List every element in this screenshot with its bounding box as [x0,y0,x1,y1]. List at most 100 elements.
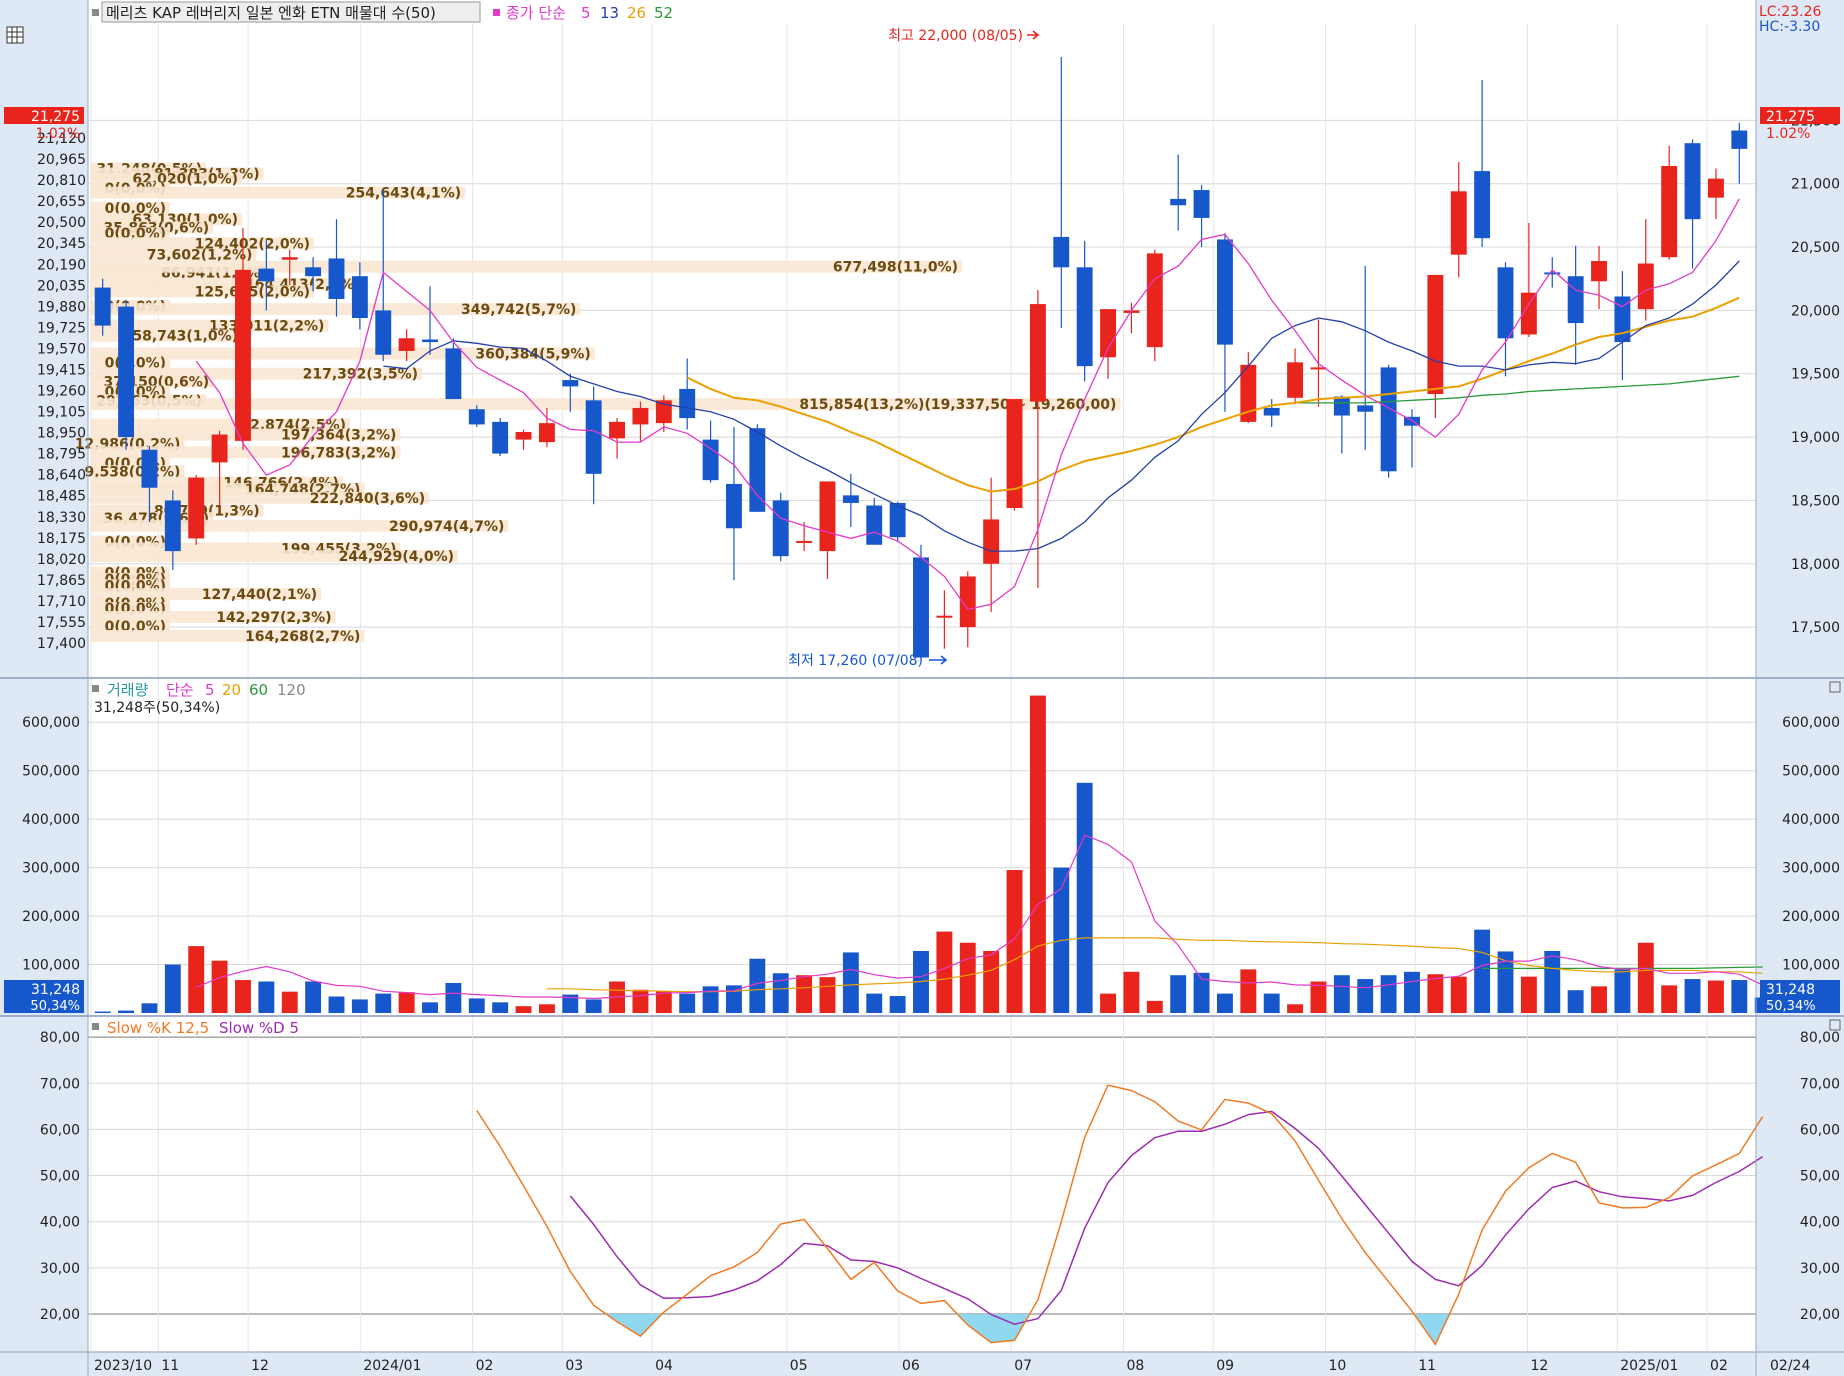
profile-bar [90,550,458,563]
candle-body [468,409,485,425]
volume-bar [1497,951,1514,1013]
price-tick-right: 18,000 [1791,557,1840,573]
profile-bar [90,446,401,459]
profile-label: 164,268(2,7%) [245,629,360,645]
volume-bar [492,1002,509,1013]
stoch-title-d: Slow %D 5 [219,1019,299,1037]
volume-bar [164,964,181,1013]
volume-bar [1380,975,1397,1013]
svg-text:31,248: 31,248 [1766,982,1815,998]
candle-body [398,338,415,351]
profile-bar [90,186,466,199]
volume-tick-right: 600,000 [1782,715,1840,731]
candle-body [1520,292,1537,335]
stoch-panel-toggle-icon[interactable] [92,1023,99,1030]
volume-ma5-line [195,834,1763,1000]
ma-title: 종가 단순 [506,4,566,22]
candle-body [1076,267,1093,367]
profile-bar [90,418,350,431]
profile-label: 196,783(3,2%) [281,445,396,461]
profile-label: 815,854(13,2%)(19,337,50 ~ 19,260,00) [799,397,1116,413]
price-tick-left: 17,400 [37,636,86,652]
current-change-left: 1.02% [36,126,80,142]
candle-body [726,483,742,529]
volume-bar [1146,1000,1163,1013]
volume-bar [1544,950,1561,1013]
profile-bar [90,319,329,332]
grid-menu-icon[interactable] [6,26,24,44]
stoch-oversold-fill [1413,1314,1450,1345]
profile-label: 244,929(4,0%) [339,549,454,565]
volume-bar [1520,976,1537,1013]
stoch-tick-left: 40,00 [40,1215,80,1231]
current-volume-tag-left [4,980,84,997]
chart-title: 메리츠 KAP 레버리지 일본 엔화 ETN 매물대 수(50) [106,4,436,22]
right-axis-stoch [1756,1016,1844,1352]
volume-bar [1123,971,1140,1013]
stoch-tick-right: 20,00 [1800,1307,1840,1323]
volume-bar [94,1011,111,1013]
profile-label: 127,440(2,1%) [202,587,317,603]
axis-labels: 21,50021,00020,50020,00019,50019,00018,5… [22,113,1840,1374]
low-annotation: 최저 17,260 (07/08) [788,653,923,669]
profile-bar [90,347,595,360]
volume-bars [94,695,1771,1013]
stoch-tick-left: 70,00 [40,1076,80,1092]
candle-body [1544,272,1561,275]
profile-bar [90,260,962,273]
volume-bar [141,1003,158,1013]
current-volume-pct-right: 50,34% [1766,999,1816,1014]
profile-label: 73,602(1,2%) [147,248,253,264]
volume-title: 거래량 [107,681,149,699]
volume-tick-right: 200,000 [1782,909,1840,925]
stoch-oversold-fill [957,1314,1030,1343]
hc-label: HC:-3.30 [1759,19,1820,35]
profile-label: 197,364(3,2%) [281,428,396,444]
volume-bar [258,981,275,1013]
ma-period-26: 26 [627,4,646,22]
candle-body [538,423,555,443]
price-tick-right: 20,500 [1791,240,1840,256]
volume-bar [679,993,696,1013]
date-label: 07 [1014,1358,1032,1374]
price-tick-left: 18,175 [37,531,86,547]
price-tick-right: 21,000 [1791,177,1840,193]
current-price-tag-left [4,107,84,124]
price-tick-left: 21,120 [37,131,86,147]
left-axis-volume [0,678,88,1016]
price-tick-right: 19,500 [1791,367,1840,383]
volume-tick-left: 100,000 [22,958,80,974]
candle-body [1006,399,1023,509]
volume-ma20-line [546,937,1763,993]
volume-bar [655,991,672,1013]
volume-bar [118,1010,135,1013]
price-tick-left: 20,810 [37,173,86,189]
volume-collapse-icon[interactable] [1829,681,1841,693]
volume-bar [1216,993,1233,1013]
candle-body [1146,253,1163,348]
date-label: 2025/01 [1620,1358,1678,1374]
candle-body [1707,178,1724,198]
volume-tick-right: 500,000 [1782,764,1840,780]
profile-label: 677,498(11,0%) [833,260,958,276]
candle-body [1474,171,1491,239]
stoch-collapse-icon[interactable] [1829,1019,1841,1031]
volume-bar [211,960,228,1013]
profile-bar [90,201,170,214]
volume-bar [281,991,298,1013]
volume-panel-toggle-icon[interactable] [92,685,99,692]
stoch-tick-right: 80,00 [1800,1030,1840,1046]
price-panel-toggle-icon[interactable] [92,9,99,16]
volume-bar [1357,979,1374,1013]
candle-body [211,434,228,463]
profile-bar [90,629,365,642]
profile-label: 349,742(5,7%) [461,302,576,318]
price-tick-left: 20,655 [37,194,86,210]
date-label: 09 [1216,1358,1234,1374]
ma13-line [383,260,1740,552]
volume-bar [398,992,415,1013]
candle-body [983,519,1000,564]
date-label: 2023/10 [94,1358,152,1374]
volume-bar [1193,972,1210,1013]
ma5-line [195,198,1740,611]
